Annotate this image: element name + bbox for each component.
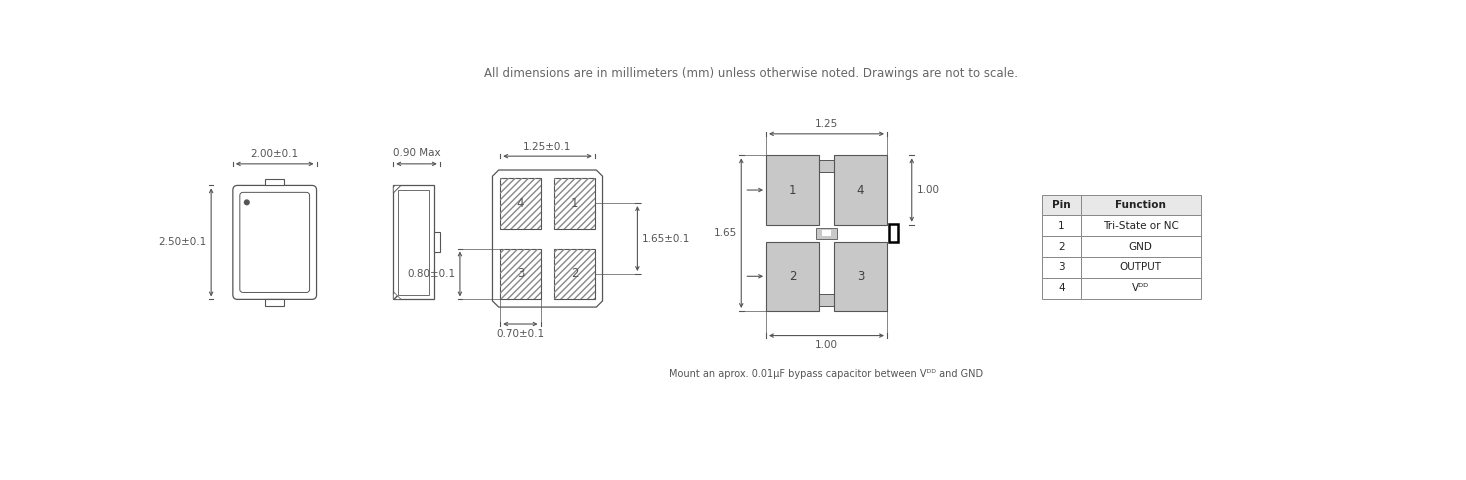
Text: 1.65±0.1: 1.65±0.1	[642, 234, 690, 243]
Bar	[812, 160, 840, 172]
Bar	[767, 241, 818, 311]
Bar	[1080, 195, 1201, 216]
Text: 1.25±0.1: 1.25±0.1	[523, 142, 572, 152]
Bar	[265, 179, 284, 185]
Text: OUTPUT: OUTPUT	[1120, 263, 1161, 273]
Text: 1.25: 1.25	[815, 119, 839, 129]
Bar	[393, 185, 434, 300]
Bar	[1080, 257, 1201, 278]
Bar	[1042, 257, 1080, 278]
Text: 2: 2	[570, 267, 579, 280]
Text: Pin: Pin	[1053, 200, 1070, 210]
Bar	[822, 230, 831, 236]
Polygon shape	[393, 185, 402, 193]
Text: 2: 2	[789, 270, 796, 283]
Text: 2.50±0.1: 2.50±0.1	[158, 238, 207, 247]
Bar	[554, 178, 595, 228]
Text: 4: 4	[1058, 283, 1064, 293]
Bar	[888, 224, 897, 242]
Text: 4: 4	[516, 197, 525, 210]
Polygon shape	[493, 170, 603, 307]
Bar	[500, 178, 541, 228]
Bar	[265, 300, 284, 306]
Text: 3: 3	[858, 270, 865, 283]
Text: 3: 3	[1058, 263, 1064, 273]
Bar	[834, 241, 887, 311]
Bar	[1080, 216, 1201, 236]
Bar	[834, 156, 887, 225]
Bar	[1042, 195, 1080, 216]
Text: Vᴰᴰ: Vᴰᴰ	[1132, 283, 1149, 293]
Text: 2.00±0.1: 2.00±0.1	[251, 149, 299, 159]
Bar	[500, 249, 541, 300]
Bar	[554, 249, 595, 300]
Bar	[397, 190, 430, 295]
Bar	[1080, 278, 1201, 299]
Text: GND: GND	[1129, 241, 1152, 252]
Bar	[500, 249, 541, 300]
Text: 4: 4	[856, 183, 865, 196]
Text: All dimensions are in millimeters (mm) unless otherwise noted. Drawings are not : All dimensions are in millimeters (mm) u…	[484, 67, 1019, 80]
Bar	[554, 178, 595, 228]
Text: 1.65: 1.65	[714, 228, 736, 238]
Bar	[1080, 236, 1201, 257]
Text: 0.80±0.1: 0.80±0.1	[408, 269, 456, 279]
Circle shape	[245, 200, 249, 204]
Text: 1.00: 1.00	[815, 340, 839, 350]
Text: 0.90 Max: 0.90 Max	[393, 148, 440, 158]
Text: 1.00: 1.00	[916, 185, 940, 195]
Bar	[1042, 216, 1080, 236]
Text: 1: 1	[570, 197, 579, 210]
FancyBboxPatch shape	[240, 192, 309, 292]
Bar	[812, 294, 840, 306]
Bar	[434, 232, 440, 252]
Text: 2: 2	[1058, 241, 1064, 252]
Text: Mount an aprox. 0.01μF bypass capacitor between Vᴰᴰ and GND: Mount an aprox. 0.01μF bypass capacitor …	[670, 369, 984, 379]
Bar	[1042, 236, 1080, 257]
Text: 1: 1	[789, 183, 796, 196]
Text: 1: 1	[1058, 221, 1064, 231]
Text: 3: 3	[516, 267, 523, 280]
Text: 0.70±0.1: 0.70±0.1	[497, 329, 544, 339]
Text: Tri-State or NC: Tri-State or NC	[1102, 221, 1179, 231]
Text: Function: Function	[1116, 200, 1165, 210]
FancyBboxPatch shape	[233, 185, 317, 300]
Bar	[817, 228, 837, 239]
Bar	[500, 178, 541, 228]
Bar	[767, 156, 818, 225]
Polygon shape	[393, 292, 402, 300]
Bar	[1042, 278, 1080, 299]
Bar	[554, 249, 595, 300]
